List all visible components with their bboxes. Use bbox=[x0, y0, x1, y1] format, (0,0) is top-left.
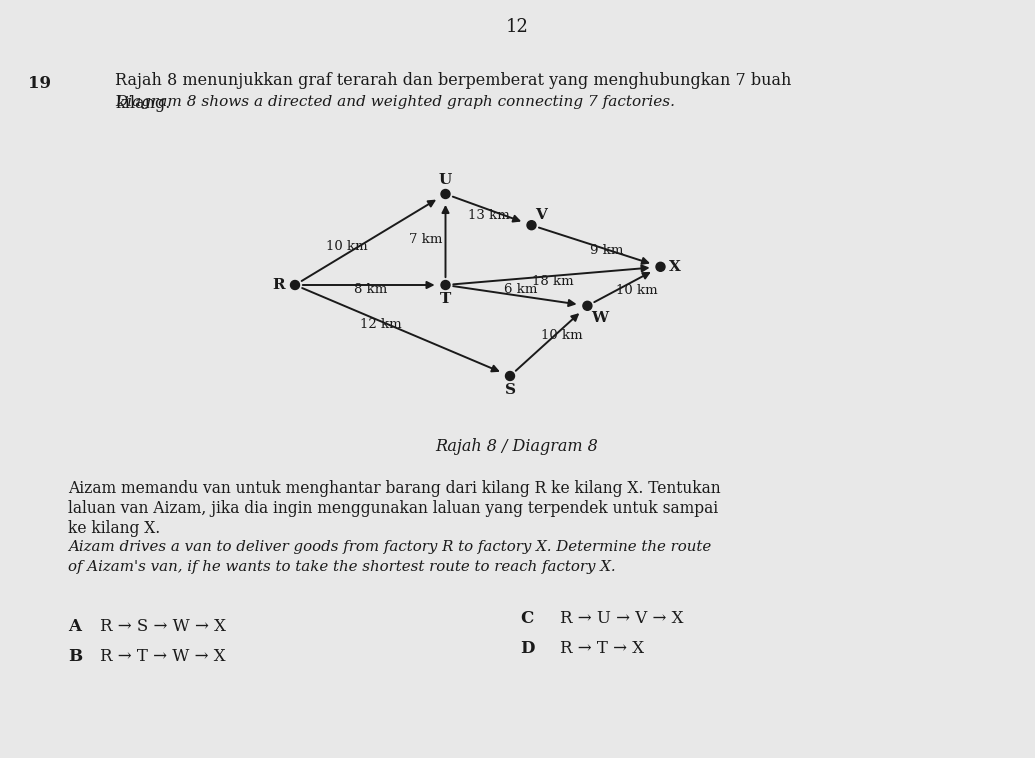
Circle shape bbox=[505, 371, 514, 381]
Circle shape bbox=[441, 190, 450, 199]
Text: 12 km: 12 km bbox=[360, 318, 402, 330]
Text: 10 km: 10 km bbox=[326, 240, 367, 252]
Text: R → T → X: R → T → X bbox=[560, 640, 644, 657]
Text: laluan van Aizam, jika dia ingin menggunakan laluan yang terpendek untuk sampai: laluan van Aizam, jika dia ingin menggun… bbox=[68, 500, 718, 517]
Text: D: D bbox=[520, 640, 534, 657]
Circle shape bbox=[441, 280, 450, 290]
Text: T: T bbox=[440, 292, 451, 306]
Text: X: X bbox=[669, 260, 680, 274]
Text: 9 km: 9 km bbox=[590, 244, 623, 257]
Text: 19: 19 bbox=[28, 75, 51, 92]
Text: 10 km: 10 km bbox=[616, 284, 657, 297]
Circle shape bbox=[656, 262, 666, 271]
Text: of Aizam's van, if he wants to take the shortest route to reach factory X.: of Aizam's van, if he wants to take the … bbox=[68, 560, 616, 574]
Text: Rajah 8 menunjukkan graf terarah dan berpemberat yang menghubungkan 7 buah: Rajah 8 menunjukkan graf terarah dan ber… bbox=[115, 72, 792, 89]
Text: 8 km: 8 km bbox=[354, 283, 387, 296]
Text: 12: 12 bbox=[505, 18, 529, 36]
Text: 6 km: 6 km bbox=[504, 283, 537, 296]
Text: 13 km: 13 km bbox=[468, 208, 509, 222]
Text: R: R bbox=[272, 278, 286, 292]
Text: V: V bbox=[535, 208, 548, 222]
Text: R → T → W → X: R → T → W → X bbox=[100, 648, 226, 665]
Text: Rajah 8 / Diagram 8: Rajah 8 / Diagram 8 bbox=[436, 438, 598, 455]
Text: 7 km: 7 km bbox=[410, 233, 443, 246]
Text: W: W bbox=[591, 311, 608, 324]
Text: 18 km: 18 km bbox=[532, 275, 573, 288]
Text: S: S bbox=[504, 383, 515, 397]
Text: A: A bbox=[68, 618, 81, 635]
Text: ke kilang X.: ke kilang X. bbox=[68, 520, 160, 537]
Text: R → S → W → X: R → S → W → X bbox=[100, 618, 226, 635]
Text: C: C bbox=[520, 610, 533, 627]
Text: kilang.: kilang. bbox=[115, 95, 171, 112]
Text: Aizam drives a van to deliver goods from factory R to factory X. Determine the r: Aizam drives a van to deliver goods from… bbox=[68, 540, 711, 554]
Text: 10 km: 10 km bbox=[540, 329, 583, 342]
Text: Diagram 8 shows a directed and weighted graph connecting 7 factories.: Diagram 8 shows a directed and weighted … bbox=[115, 95, 675, 109]
Circle shape bbox=[527, 221, 536, 230]
Text: B: B bbox=[68, 648, 82, 665]
Text: Aizam memandu van untuk menghantar barang dari kilang R ke kilang X. Tentukan: Aizam memandu van untuk menghantar baran… bbox=[68, 480, 720, 497]
Text: R → U → V → X: R → U → V → X bbox=[560, 610, 683, 627]
Circle shape bbox=[583, 301, 592, 310]
Text: U: U bbox=[439, 173, 452, 187]
Circle shape bbox=[291, 280, 299, 290]
